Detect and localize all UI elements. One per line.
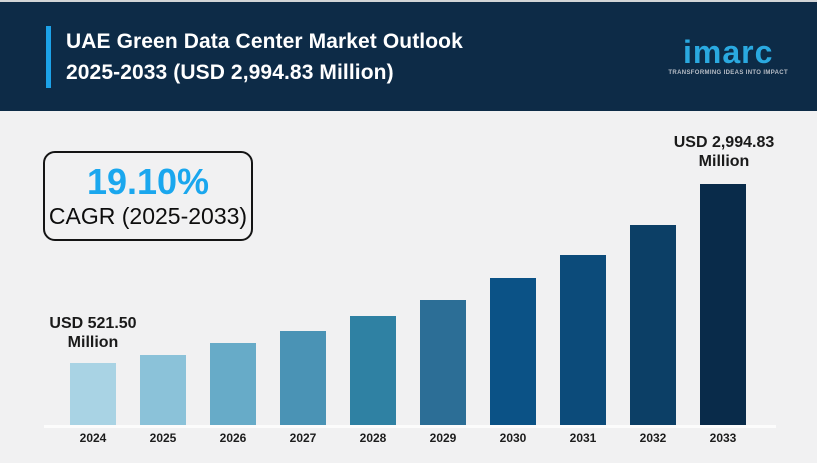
year-label-2031: 2031 <box>569 431 597 445</box>
bar-2026 <box>210 343 256 425</box>
bar-2024 <box>70 363 116 425</box>
x-axis-line <box>44 425 776 428</box>
bar-cell-2028: 2028 <box>350 316 396 445</box>
end-value-label: USD 2,994.83 Million <box>673 134 775 170</box>
bar-plot: 2024 2025 2026 2027 2028 2029 2030 2031 2032 2033 <box>70 111 746 445</box>
cagr-callout-box: 19.10% CAGR (2025-2033) <box>43 151 253 241</box>
bar-cell-2032: 2032 <box>630 225 676 445</box>
imarc-logo: imarc TRANSFORMING IDEAS INTO IMPACT <box>668 34 788 76</box>
chart-title: UAE Green Data Center Market Outlook 202… <box>46 25 463 88</box>
bar-cell-2027: 2027 <box>280 331 326 445</box>
year-label-2026: 2026 <box>219 431 247 445</box>
header-banner: UAE Green Data Center Market Outlook 202… <box>0 2 817 111</box>
year-label-2027: 2027 <box>289 431 317 445</box>
imarc-logo-tagline: TRANSFORMING IDEAS INTO IMPACT <box>668 70 788 76</box>
bar-cell-2029: 2029 <box>420 300 466 445</box>
bar-2032 <box>630 225 676 425</box>
bar-cell-2025: 2025 <box>140 355 186 445</box>
year-label-2032: 2032 <box>639 431 667 445</box>
bar-chart: 19.10% CAGR (2025-2033) USD 521.50 Milli… <box>0 111 817 463</box>
bar-2025 <box>140 355 186 425</box>
bar-cell-2030: 2030 <box>490 278 536 445</box>
bar-cell-2031: 2031 <box>560 255 606 445</box>
bar-2028 <box>350 316 396 425</box>
bar-2033 <box>700 184 746 425</box>
cagr-value: 19.10% <box>86 160 210 202</box>
bar-cell-2026: 2026 <box>210 343 256 445</box>
bar-2029 <box>420 300 466 425</box>
year-label-2029: 2029 <box>429 431 457 445</box>
title-line-1: UAE Green Data Center Market Outlook <box>66 29 463 53</box>
bar-2027 <box>280 331 326 425</box>
bar-cell-2024: 2024 <box>70 363 116 445</box>
start-value-label: USD 521.50 Million <box>49 315 137 351</box>
bar-2030 <box>490 278 536 425</box>
title-line-2: 2025-2033 (USD 2,994.83 Million) <box>66 60 394 84</box>
year-label-2024: 2024 <box>79 431 107 445</box>
year-label-2028: 2028 <box>359 431 387 445</box>
imarc-logo-wordmark: imarc <box>682 34 774 70</box>
bar-2031 <box>560 255 606 425</box>
bar-cell-2033: 2033 <box>700 184 746 445</box>
year-label-2025: 2025 <box>149 431 177 445</box>
year-label-2033: 2033 <box>709 431 737 445</box>
cagr-label: CAGR (2025-2033) <box>48 202 248 229</box>
year-label-2030: 2030 <box>499 431 527 445</box>
